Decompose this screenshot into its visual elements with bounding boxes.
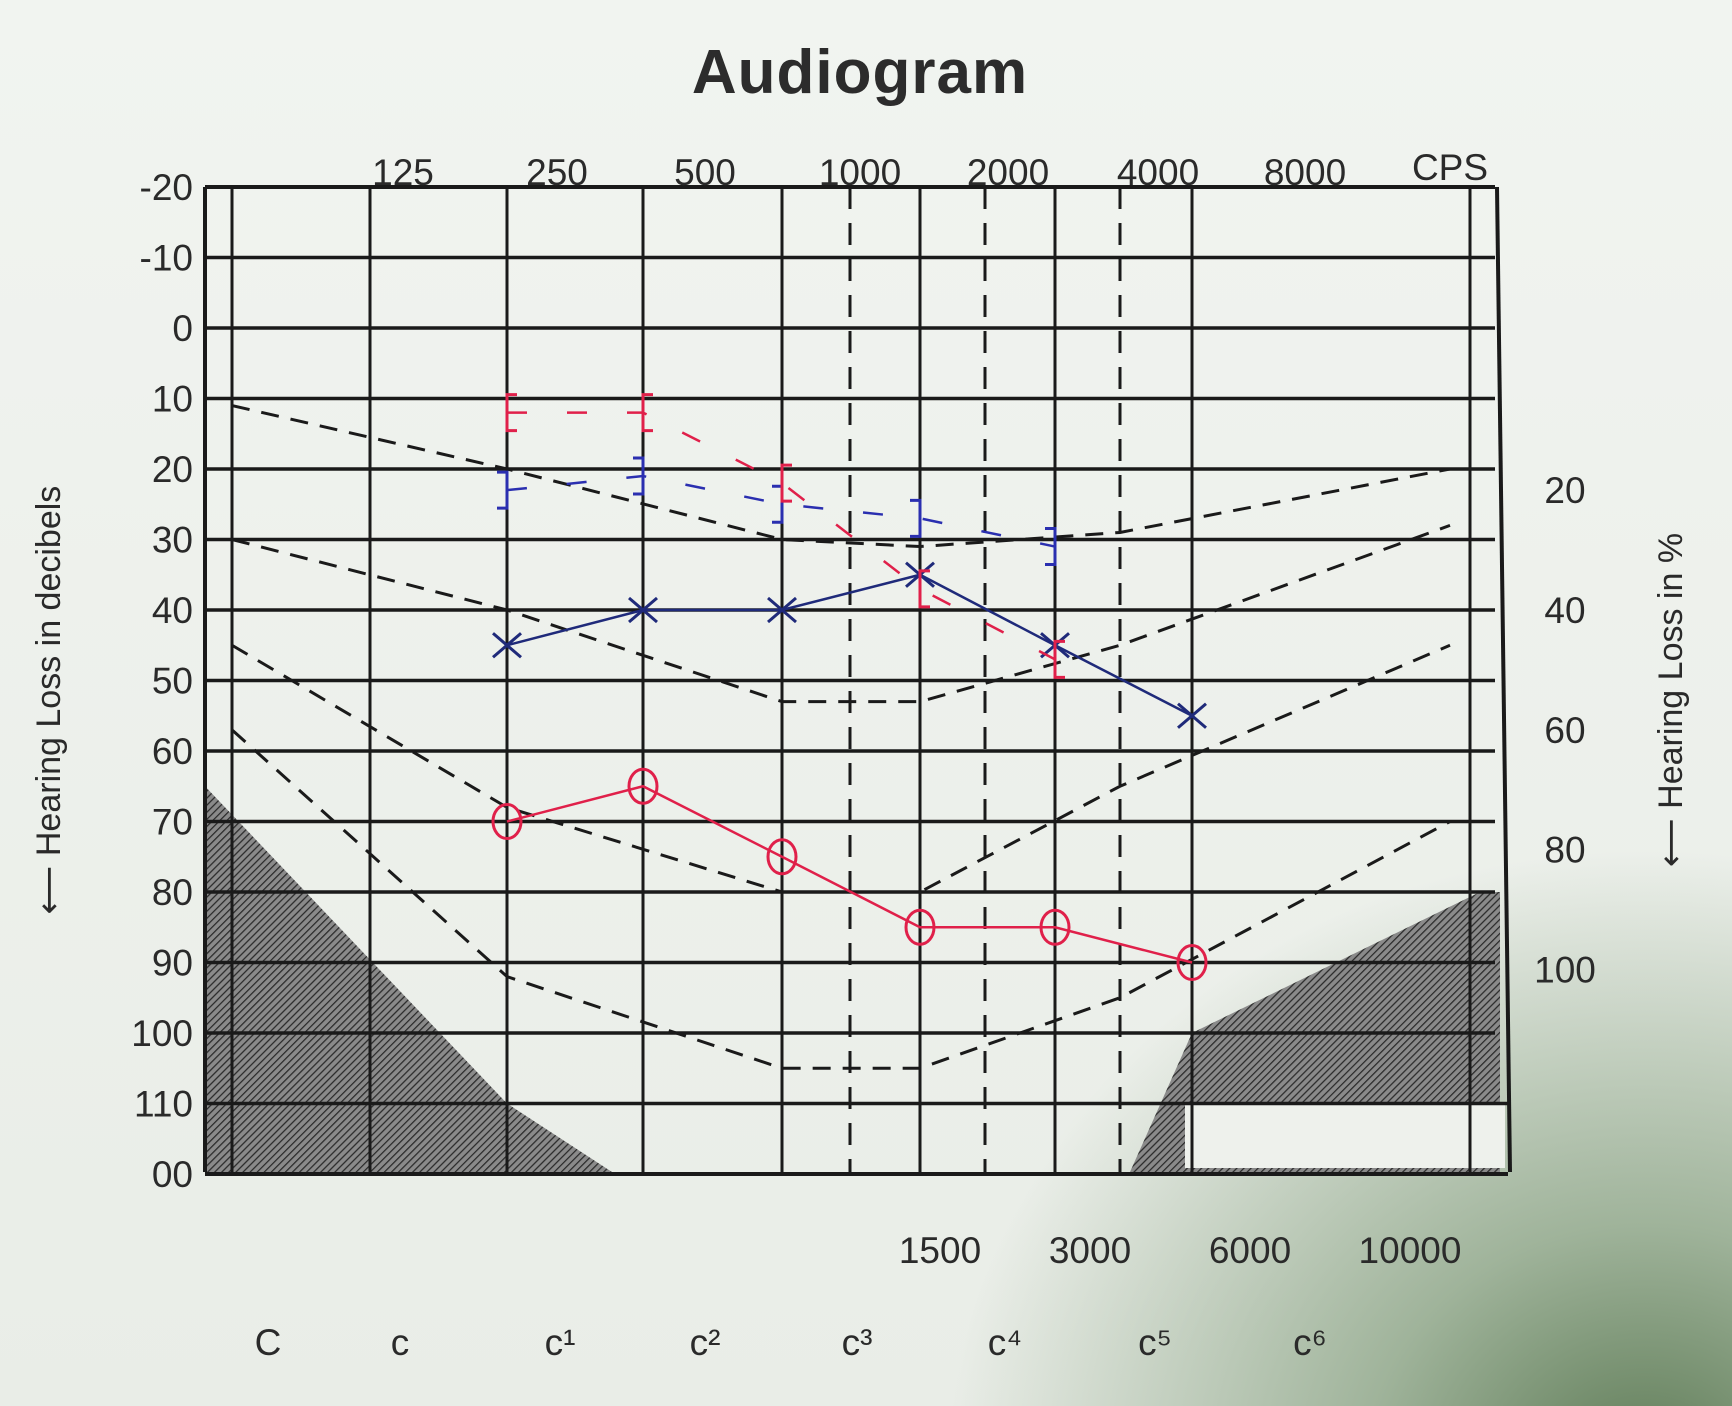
svg-text:c¹: c¹ [545, 1322, 576, 1363]
svg-text:40: 40 [152, 590, 193, 631]
svg-text:100: 100 [1534, 950, 1596, 991]
reference-curves [230, 404, 1451, 1070]
svg-text:100: 100 [131, 1013, 193, 1054]
svg-text:10000: 10000 [1359, 1230, 1462, 1271]
svg-text:80: 80 [1544, 830, 1585, 871]
svg-text:1500: 1500 [899, 1230, 981, 1271]
svg-text:1000: 1000 [819, 152, 901, 193]
svg-text:c⁵: c⁵ [1138, 1322, 1172, 1363]
svg-text:4000: 4000 [1117, 152, 1199, 193]
svg-text:C: C [255, 1322, 282, 1363]
svg-text:20: 20 [152, 449, 193, 490]
svg-text:⟵ Hearing Loss in decibels: ⟵ Hearing Loss in decibels [30, 486, 68, 915]
svg-text:c⁴: c⁴ [988, 1322, 1022, 1363]
svg-text:70: 70 [152, 802, 193, 843]
svg-text:c²: c² [690, 1322, 721, 1363]
svg-text:250: 250 [526, 152, 588, 193]
svg-text:80: 80 [152, 872, 193, 913]
svg-text:c⁶: c⁶ [1293, 1322, 1327, 1363]
svg-text:8000: 8000 [1264, 152, 1346, 193]
svg-text:30: 30 [152, 520, 193, 561]
svg-text:2000: 2000 [967, 152, 1049, 193]
svg-text:⟵ Hearing Loss in %: ⟵ Hearing Loss in % [1652, 533, 1690, 867]
svg-text:60: 60 [152, 731, 193, 772]
svg-text:500: 500 [674, 152, 736, 193]
svg-text:60: 60 [1544, 710, 1585, 751]
svg-text:3000: 3000 [1049, 1230, 1131, 1271]
svg-text:6000: 6000 [1209, 1230, 1291, 1271]
grid [203, 185, 1512, 1176]
svg-text:00: 00 [152, 1154, 193, 1195]
svg-text:0: 0 [172, 308, 193, 349]
svg-text:90: 90 [152, 943, 193, 984]
svg-text:110: 110 [134, 1084, 193, 1125]
axis-labels: 125 250 500 1000 2000 4000 8000 CPS-20-10010203… [30, 147, 1690, 1363]
svg-text:40: 40 [1544, 590, 1585, 631]
hatched-regions [205, 786, 1505, 1172]
svg-text:c: c [391, 1322, 410, 1363]
svg-text:10: 10 [152, 379, 193, 420]
svg-text:125: 125 [372, 152, 434, 193]
svg-text:-10: -10 [140, 238, 193, 279]
svg-text:20: 20 [1544, 470, 1585, 511]
svg-text:c³: c³ [842, 1322, 873, 1363]
chart-title: Audiogram [692, 38, 1028, 107]
data-series [491, 393, 1208, 981]
svg-text:CPS: CPS [1412, 147, 1488, 188]
svg-text:-20: -20 [140, 167, 193, 208]
svg-text:50: 50 [152, 661, 193, 702]
